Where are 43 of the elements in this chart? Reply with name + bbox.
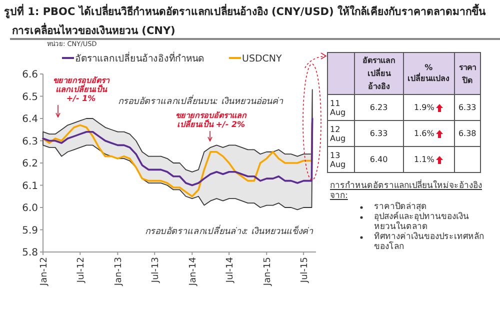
y-tick-label: 6.2 <box>22 158 38 170</box>
annotation: กรอบอัตราแลกเปลี่ยนล่าง: เงินหยวนแข็งค่า <box>145 224 313 238</box>
annotation: ขยายกรอบอัตราแลกเปลี่ยนเป็น +/- 2% <box>174 111 248 129</box>
x-tick-label: Jan-14 <box>188 256 199 287</box>
text: ราคาปิดล่าสุด <box>374 202 427 212</box>
text: ทิศทางค่าเงินของประเทศหลักของโลก <box>374 232 485 252</box>
y-tick-label: 6.5 <box>22 92 38 103</box>
data-label: 6.23 <box>354 94 404 120</box>
chart-title: รูปที่ 1: PBOC ได้เปลี่ยนวิธีกำหนดอัตราแลกเปลี่ยนอ้างอิง (CNY/USD) ให้ใกล้เคียงกับราคาตลาดมากขึ้น <box>4 3 487 20</box>
category-label: 12 Aug <box>328 120 354 146</box>
annotation: กรอบอัตราแลกเปลี่ยนบน: เงินหยวนอ่อนค่า <box>118 94 283 108</box>
data-label: 6.33 <box>454 94 480 120</box>
y-tick-label: 6.3 <box>22 136 38 148</box>
data-label: 1.1% <box>403 146 454 172</box>
data-label: 1.6% <box>403 120 454 146</box>
y-tick-label: 6.4 <box>22 114 38 125</box>
legend-label: USDCNY <box>242 54 282 64</box>
x-tick-label: Jan-15 <box>263 257 274 287</box>
x-tick-label: Jul-12 <box>76 257 87 284</box>
chart-subtitle: การเคลื่อนไหวของเงินหยวน (CNY) <box>12 22 176 39</box>
data-label: 6.38 <box>454 120 480 146</box>
x-tick-label: Jul-13 <box>151 257 162 284</box>
text: ราคาปิด <box>454 52 480 94</box>
y-tick-label: 5.9 <box>22 225 38 236</box>
legend-label: อัตราแลกเปลี่ยนอ้างอิงที่กำหนด <box>75 52 204 64</box>
text: อัตราแลกเปลี่ยนอ้างอิง <box>354 52 404 94</box>
x-tick-label: Jul-14 <box>226 256 236 284</box>
x-tick-label: Jan-13 <box>114 257 124 287</box>
data-label: 6.40 <box>354 146 404 172</box>
x-tick-label: Jan-12 <box>40 257 50 287</box>
y-tick-label: 5.8 <box>22 248 38 258</box>
annotation: ขยายกรอบอัตราแลกเปลี่ยนเป็น +/- 1% <box>52 76 111 103</box>
y-tick-label: 6.6 <box>22 70 38 80</box>
text: % เปลี่ยนแปลง <box>403 52 454 94</box>
y-tick-label: 6.0 <box>22 203 38 214</box>
category-label: 11 Aug <box>328 94 354 120</box>
category-label: 13 Aug <box>328 146 354 172</box>
text: อุปสงค์และอุปทานของเงินหยวนในตลาด <box>374 212 470 232</box>
x-tick-label: Jul-15 <box>300 257 310 284</box>
y-tick-label: 6.1 <box>22 180 38 192</box>
text: การกำหนดอัตราแลกเปลี่ยนใหม่จะอ้างอิงจาก: <box>330 181 483 201</box>
data-label: 6.33 <box>354 120 404 146</box>
data-label: 1.9% <box>403 94 454 120</box>
